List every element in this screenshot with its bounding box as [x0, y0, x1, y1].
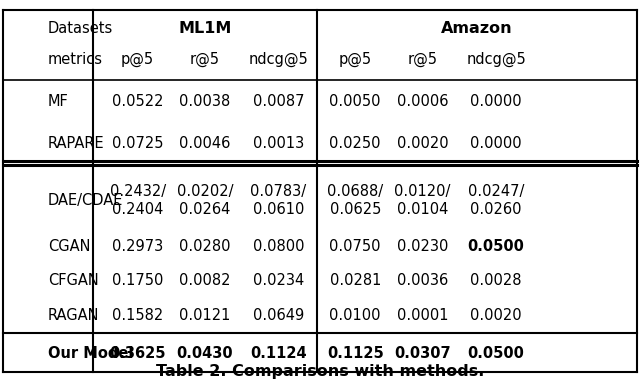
- Text: 0.0082: 0.0082: [179, 273, 230, 288]
- Text: 0.0046: 0.0046: [179, 136, 230, 151]
- Text: 0.0800: 0.0800: [253, 239, 304, 254]
- Text: 0.0500: 0.0500: [468, 346, 524, 361]
- Text: RAGAN: RAGAN: [48, 308, 99, 323]
- Text: 0.0202/
0.0264: 0.0202/ 0.0264: [177, 185, 233, 217]
- Text: 0.0281: 0.0281: [330, 273, 381, 288]
- Text: 0.0020: 0.0020: [397, 136, 448, 151]
- Text: CGAN: CGAN: [48, 239, 90, 254]
- Text: p@5: p@5: [339, 52, 372, 67]
- Text: 0.0050: 0.0050: [330, 94, 381, 109]
- Text: 0.0020: 0.0020: [470, 308, 522, 323]
- Text: 0.0038: 0.0038: [179, 94, 230, 109]
- Text: CFGAN: CFGAN: [48, 273, 99, 288]
- Text: 0.0028: 0.0028: [470, 273, 522, 288]
- Text: 0.0036: 0.0036: [397, 273, 448, 288]
- Text: 0.0649: 0.0649: [253, 308, 304, 323]
- Text: 0.0234: 0.0234: [253, 273, 304, 288]
- Text: Datasets: Datasets: [48, 21, 113, 36]
- Text: 0.0307: 0.0307: [394, 346, 451, 361]
- Text: r@5: r@5: [408, 52, 437, 67]
- Text: MF: MF: [48, 94, 68, 109]
- Text: 0.0688/
0.0625: 0.0688/ 0.0625: [327, 185, 383, 217]
- Text: ML1M: ML1M: [178, 21, 232, 36]
- Text: 0.0725: 0.0725: [112, 136, 163, 151]
- Text: Our Model: Our Model: [48, 346, 133, 361]
- Text: 0.0087: 0.0087: [253, 94, 304, 109]
- Text: 0.1124: 0.1124: [250, 346, 307, 361]
- Text: 0.0430: 0.0430: [177, 346, 233, 361]
- Text: 0.0280: 0.0280: [179, 239, 230, 254]
- Text: RAPARE: RAPARE: [48, 136, 104, 151]
- Text: 0.0250: 0.0250: [330, 136, 381, 151]
- Text: 0.0247/
0.0260: 0.0247/ 0.0260: [468, 185, 524, 217]
- Text: 0.0100: 0.0100: [330, 308, 381, 323]
- Text: 0.2973: 0.2973: [112, 239, 163, 254]
- Text: 0.0006: 0.0006: [397, 94, 448, 109]
- Text: 0.0013: 0.0013: [253, 136, 304, 151]
- Text: Amazon: Amazon: [441, 21, 513, 36]
- Text: ndcg@5: ndcg@5: [248, 52, 308, 67]
- Text: p@5: p@5: [121, 52, 154, 67]
- Text: 0.1125: 0.1125: [327, 346, 383, 361]
- Text: DAE/CDAE: DAE/CDAE: [48, 193, 124, 208]
- Text: 0.0500: 0.0500: [468, 239, 524, 254]
- Text: 0.1750: 0.1750: [112, 273, 163, 288]
- Text: 0.2432/
0.2404: 0.2432/ 0.2404: [109, 185, 166, 217]
- Text: 0.0120/
0.0104: 0.0120/ 0.0104: [394, 185, 451, 217]
- Text: metrics: metrics: [48, 52, 103, 67]
- Text: 0.0000: 0.0000: [470, 136, 522, 151]
- Text: 0.0230: 0.0230: [397, 239, 448, 254]
- Text: r@5: r@5: [190, 52, 220, 67]
- Text: 0.0121: 0.0121: [179, 308, 230, 323]
- Text: 0.0000: 0.0000: [470, 94, 522, 109]
- Text: 0.0522: 0.0522: [112, 94, 163, 109]
- Text: 0.0750: 0.0750: [330, 239, 381, 254]
- Text: 0.3625: 0.3625: [109, 346, 166, 361]
- Text: 0.1582: 0.1582: [112, 308, 163, 323]
- Text: Table 2. Comparisons with methods.: Table 2. Comparisons with methods.: [156, 364, 484, 379]
- Text: ndcg@5: ndcg@5: [466, 52, 526, 67]
- Text: 0.0001: 0.0001: [397, 308, 448, 323]
- Text: 0.0783/
0.0610: 0.0783/ 0.0610: [250, 185, 307, 217]
